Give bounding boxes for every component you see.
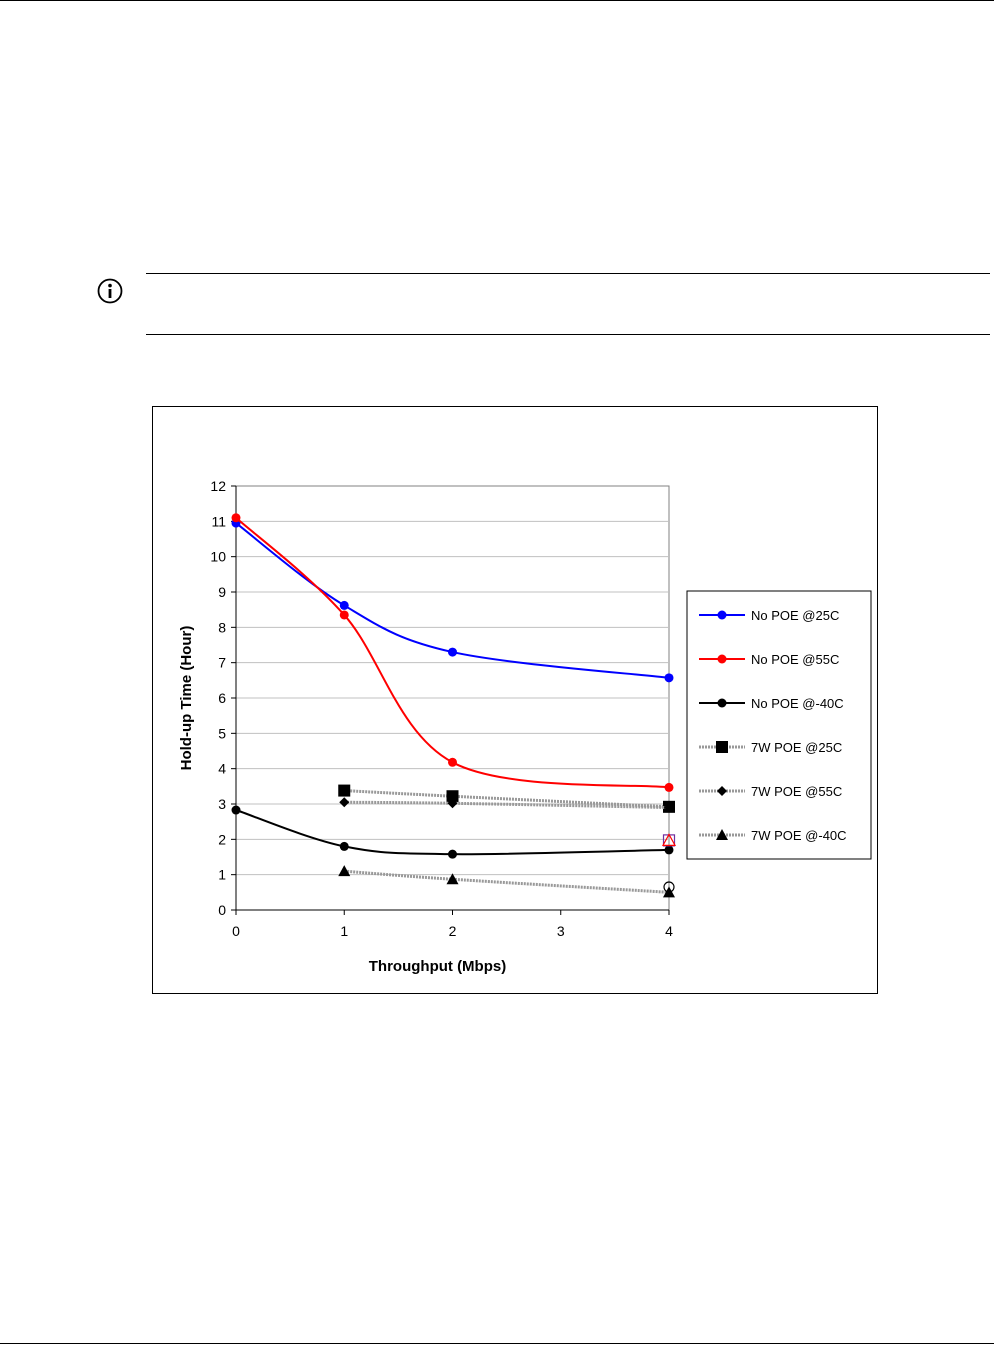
y-tick-label: 7 xyxy=(218,655,226,671)
series-line-4 xyxy=(344,789,670,809)
data-point-series-6 xyxy=(338,865,351,877)
data-point-series-5 xyxy=(447,798,458,809)
x-tick-label: 0 xyxy=(232,923,240,939)
legend-swatch-marker xyxy=(717,698,727,708)
series-line-3 xyxy=(235,809,670,856)
data-point-series-4 xyxy=(446,790,459,803)
legend-swatch-marker xyxy=(717,786,727,796)
legend-swatch-marker xyxy=(716,741,728,753)
y-tick-label: 6 xyxy=(218,690,226,706)
data-point-series-1 xyxy=(448,647,457,657)
data-point-series-1 xyxy=(339,600,349,610)
y-tick-label: 12 xyxy=(210,478,226,494)
y-tick-label: 0 xyxy=(218,902,226,918)
legend-label: No POE @55C xyxy=(751,652,839,667)
y-tick-label: 5 xyxy=(218,725,226,741)
legend-box xyxy=(686,590,872,860)
x-tick-label: 2 xyxy=(449,923,457,939)
x-axis-title: Throughput (Mbps) xyxy=(369,958,506,975)
data-point-series-3 xyxy=(339,841,349,851)
note-top-rule xyxy=(146,273,990,274)
x-tick-label: 3 xyxy=(557,923,565,939)
series-line-5 xyxy=(344,800,670,810)
data-point-series-4 xyxy=(338,784,351,797)
legend-label: No POE @25C xyxy=(751,608,839,623)
legend-swatch-marker xyxy=(717,654,727,664)
data-point-series-3 xyxy=(448,849,457,859)
data-point-series-5 xyxy=(664,802,674,813)
y-tick-label: 9 xyxy=(218,584,226,600)
legend-label: 7W POE @55C xyxy=(751,784,842,799)
data-point-series-1 xyxy=(664,673,674,683)
data-point-series-3 xyxy=(231,805,241,815)
x-tick-label: 4 xyxy=(665,923,673,939)
y-tick-label: 8 xyxy=(218,619,226,635)
chart-frame: 0 1 2 3 4 5 6 7 8 9 10 11 12 0 1 2 3 4 Throughput (Mbps) Ho… xyxy=(152,406,878,994)
data-point-series-3 xyxy=(664,845,674,855)
annotation-marker-3 xyxy=(663,881,675,893)
data-point-series-2 xyxy=(339,610,349,620)
legend-swatch-marker xyxy=(716,829,728,840)
data-point-series-2 xyxy=(448,757,457,767)
legend-label: No POE @-40C xyxy=(751,696,844,711)
info-icon xyxy=(97,278,123,304)
legend-swatch-marker xyxy=(717,610,727,620)
series-line-1 xyxy=(235,522,670,679)
y-tick-label: 10 xyxy=(210,549,226,565)
y-tick-label: 1 xyxy=(218,867,226,883)
legend-label: 7W POE @-40C xyxy=(751,828,847,843)
data-point-series-2 xyxy=(231,513,241,523)
x-tick-label: 1 xyxy=(340,923,348,939)
header-rule xyxy=(0,0,994,1)
footer-rule xyxy=(0,1343,994,1344)
y-axis-title: Hold-up Time (Hour) xyxy=(178,626,195,771)
data-point-series-6 xyxy=(446,873,459,885)
series-line-2 xyxy=(235,517,670,789)
y-tick-label: 4 xyxy=(218,761,226,777)
y-tick-label: 3 xyxy=(218,796,226,812)
y-tick-label: 11 xyxy=(211,513,226,529)
series-line-6 xyxy=(344,869,670,894)
data-point-series-2 xyxy=(664,782,674,792)
y-tick-label: 2 xyxy=(218,831,226,847)
legend-label: 7W POE @25C xyxy=(751,740,842,755)
annotation-marker-2 xyxy=(661,833,677,846)
note-bottom-rule xyxy=(146,334,990,335)
data-point-series-5 xyxy=(339,797,350,808)
